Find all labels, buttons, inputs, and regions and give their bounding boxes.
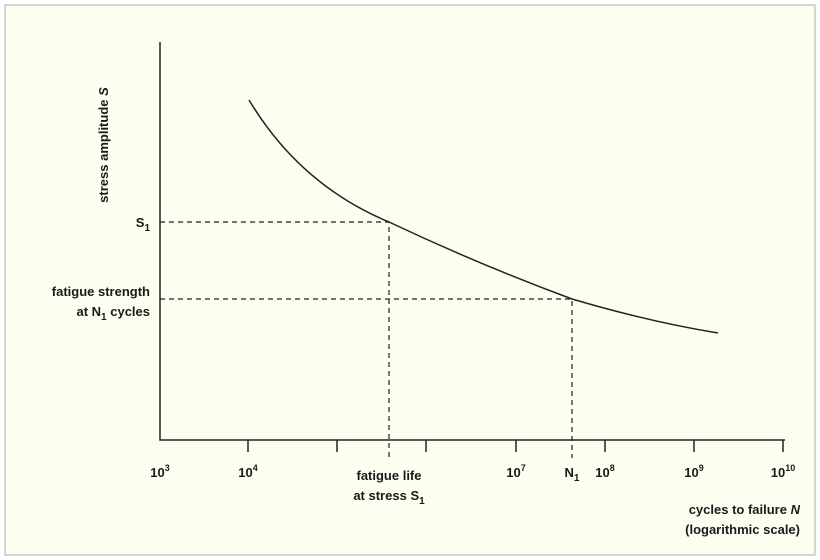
x-tick-labels: 103 104 107 108 109 1010 bbox=[150, 463, 795, 480]
fatigue-life-label: at stress S1 bbox=[353, 488, 425, 507]
s1-label: S1 bbox=[136, 215, 151, 234]
n1-label: N1 bbox=[565, 465, 580, 484]
sn-curve bbox=[248, 99, 719, 334]
x-tick-label: 103 bbox=[150, 463, 169, 480]
y-axis-label: stress amplitude S bbox=[96, 87, 111, 203]
axes bbox=[159, 42, 785, 441]
x-tick-label: 109 bbox=[684, 463, 703, 480]
fatigue-strength-label: at N1 cycles bbox=[76, 304, 150, 323]
panel bbox=[4, 4, 816, 556]
fatigue-strength-label: fatigue strength bbox=[52, 284, 150, 299]
x-axis-note: (logarithmic scale) bbox=[685, 522, 800, 537]
x-tick-label: 108 bbox=[595, 463, 614, 480]
x-tick-label: 107 bbox=[506, 463, 525, 480]
x-axis-label: cycles to failure N bbox=[689, 502, 801, 517]
fatigue-life-label: fatigue life bbox=[356, 468, 421, 483]
x-tick-label: 1010 bbox=[771, 463, 795, 480]
tick-marks bbox=[247, 440, 784, 452]
x-tick-label: 104 bbox=[238, 463, 257, 480]
